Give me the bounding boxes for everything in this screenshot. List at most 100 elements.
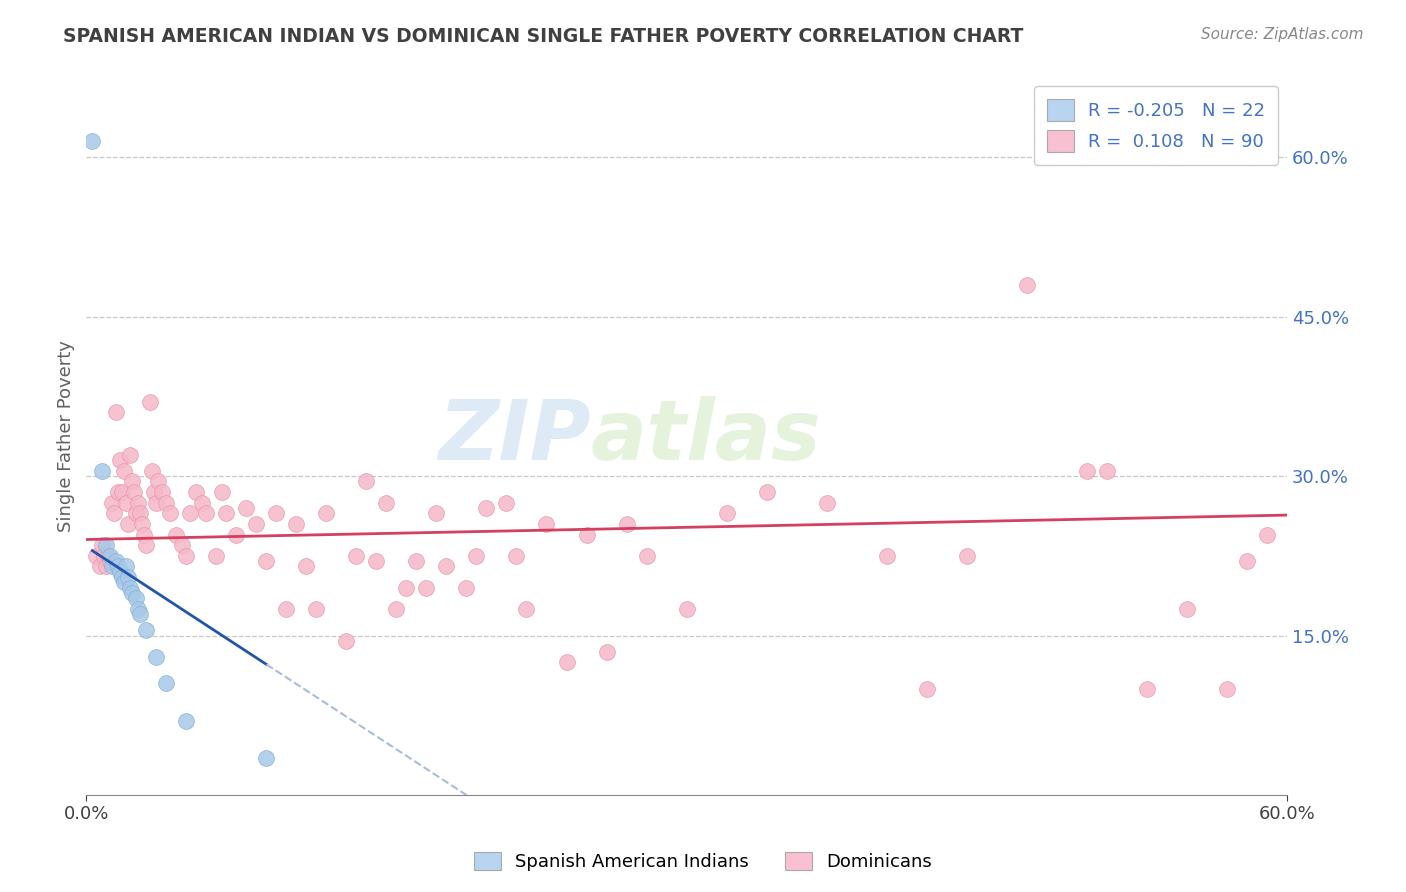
Point [150,485,173,500]
Point [145,496,167,510]
Point [84,549,107,563]
Point [195,506,218,520]
Point [956,549,979,563]
Point [165,527,187,541]
Point [129,506,152,520]
Point [98,549,121,563]
Point [91,464,114,478]
Point [111,570,134,584]
Point [356,475,378,489]
Point [176,714,198,728]
Point [815,496,838,510]
Point [366,554,388,568]
Point [215,506,238,520]
Y-axis label: Single Father Poverty: Single Father Poverty [58,341,75,533]
Point [103,506,125,520]
Point [405,554,427,568]
Point [415,581,437,595]
Point [1175,602,1198,616]
Point [575,527,598,541]
Point [716,506,738,520]
Point [127,602,149,616]
Legend: Spanish American Indians, Dominicans: Spanish American Indians, Dominicans [467,845,939,879]
Point [495,496,517,510]
Point [1256,527,1278,541]
Point [97,549,120,563]
Point [82,134,104,148]
Point [205,549,228,563]
Point [425,506,447,520]
Point [101,496,124,510]
Legend: R = -0.205   N = 22, R =  0.108   N = 90: R = -0.205 N = 22, R = 0.108 N = 90 [1033,87,1278,165]
Point [135,624,157,638]
Point [315,506,337,520]
Point [915,681,938,696]
Point [93,549,115,563]
Point [135,538,157,552]
Point [285,516,308,531]
Point [245,516,267,531]
Point [111,485,134,500]
Point [305,602,328,616]
Point [475,501,498,516]
Text: ZIP: ZIP [437,396,591,476]
Point [96,538,118,552]
Point [1076,464,1098,478]
Point [112,464,135,478]
Point [235,501,257,516]
Point [91,538,114,552]
Point [276,602,298,616]
Point [98,554,121,568]
Point [755,485,778,500]
Point [117,516,139,531]
Point [1095,464,1118,478]
Point [191,496,214,510]
Point [395,581,418,595]
Point [266,506,288,520]
Point [375,496,398,510]
Point [595,644,617,658]
Point [125,591,148,606]
Point [101,559,124,574]
Point [436,559,458,574]
Point [211,485,233,500]
Point [1136,681,1159,696]
Text: SPANISH AMERICAN INDIAN VS DOMINICAN SINGLE FATHER POVERTY CORRELATION CHART: SPANISH AMERICAN INDIAN VS DOMINICAN SIN… [63,27,1024,45]
Point [134,527,156,541]
Point [385,602,408,616]
Point [616,516,638,531]
Point [110,453,132,467]
Point [115,496,138,510]
Point [456,581,478,595]
Point [141,464,163,478]
Point [145,649,167,664]
Point [121,475,143,489]
Point [179,506,201,520]
Point [143,485,166,500]
Point [536,516,558,531]
Text: Source: ZipAtlas.com: Source: ZipAtlas.com [1201,27,1364,42]
Point [1015,277,1038,292]
Point [115,559,138,574]
Point [344,549,367,563]
Point [876,549,898,563]
Point [515,602,537,616]
Point [295,559,318,574]
Point [131,516,153,531]
Point [155,496,177,510]
Point [107,485,129,500]
Point [636,549,658,563]
Point [105,405,128,419]
Point [1236,554,1258,568]
Point [675,602,697,616]
Point [129,607,152,622]
Point [117,570,139,584]
Point [89,559,111,574]
Point [107,559,129,574]
Point [254,751,277,765]
Point [120,581,142,595]
Point [186,485,208,500]
Point [335,634,357,648]
Text: atlas: atlas [591,396,821,476]
Point [139,394,162,409]
